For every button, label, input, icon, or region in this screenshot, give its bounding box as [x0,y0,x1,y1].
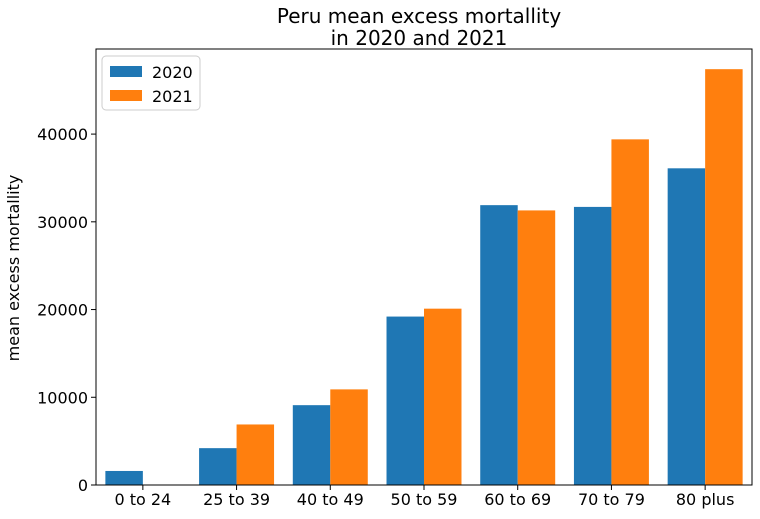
legend-label-2020: 2020 [152,63,193,82]
bar-2020-50-to-59 [386,316,424,485]
bar-2020-40-to-49 [292,405,331,485]
bar-2020-70-to-79 [573,206,612,485]
bar-2021-80-plus [705,69,743,485]
bar-2020-25-to-39 [199,448,237,485]
bar-2021-70-to-79 [611,139,649,485]
legend-label-2021: 2021 [152,87,193,106]
y-tick-label: 40000 [37,125,88,144]
y-tick-label: 20000 [37,301,88,320]
chart-title-line-1: Peru mean excess mortallity [277,4,561,28]
x-tick-label: 0 to 24 [114,490,171,509]
x-tick-label: 70 to 79 [578,490,645,509]
bar-2021-40-to-49 [330,389,368,485]
y-axis-label: mean excess mortallity [4,175,23,362]
x-tick-label: 60 to 69 [484,490,551,509]
y-tick-label: 0 [78,476,88,495]
x-tick-label: 25 to 39 [203,490,270,509]
bar-2021-60-to-69 [517,210,556,485]
legend-swatch-2021 [110,90,142,101]
chart-title-line-2: in 2020 and 2021 [331,26,508,50]
x-tick-label: 50 to 59 [391,490,458,509]
bar-2021-25-to-39 [236,424,275,485]
bar-2020-0-to-24 [105,470,143,485]
bar-2020-80-plus [667,168,706,485]
bar-2021-50-to-59 [424,308,462,485]
legend-swatch-2020 [110,66,142,77]
bar-2020-60-to-69 [480,205,518,485]
x-tick-label: 40 to 49 [297,490,364,509]
y-tick-label: 10000 [37,388,88,407]
x-tick-label: 80 plus [676,490,735,509]
y-tick-label: 30000 [37,213,88,232]
plot-area: 0 10000 20000 30000 40000 0 to 24 25 to 39 40 t… [37,48,753,509]
